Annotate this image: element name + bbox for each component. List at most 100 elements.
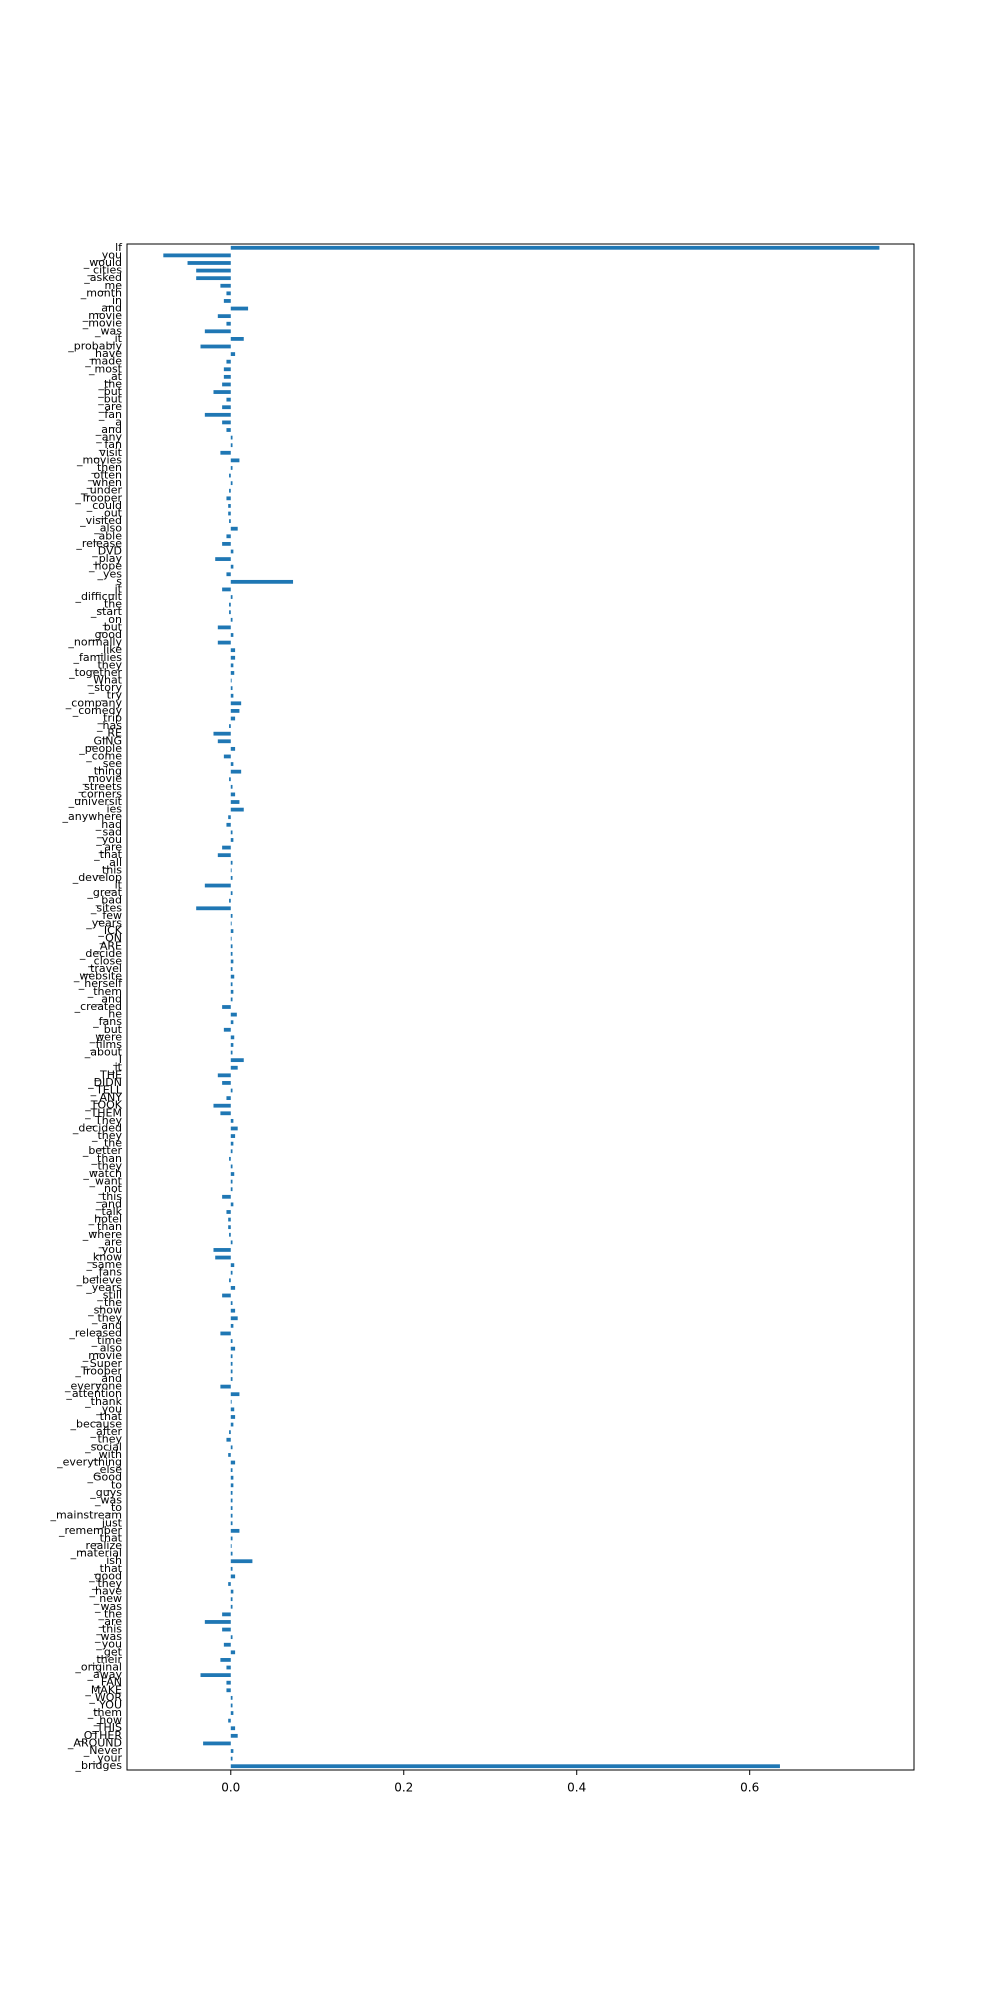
y-tick-label: _DVD: [91, 544, 122, 557]
bar: [230, 306, 249, 311]
y-tick-label: _they: [91, 1159, 123, 1172]
y-tick-label: _and: [95, 423, 122, 436]
y-tick-label: _asked: [83, 271, 122, 284]
y-tick-label: _at: [104, 370, 122, 383]
y-tick-label: _it: [108, 332, 123, 345]
bar: [230, 1141, 234, 1146]
bar: [229, 1278, 231, 1283]
y-tick-label: _fan: [98, 408, 122, 421]
bar: [217, 625, 231, 630]
y-tick-label: _than: [91, 1220, 123, 1233]
bar: [228, 1217, 231, 1222]
bar: [226, 428, 231, 432]
bar: [230, 1263, 235, 1268]
bar: [230, 337, 244, 341]
bar: [230, 655, 236, 660]
bar: [230, 1043, 234, 1047]
y-tick-label: _it: [108, 1061, 123, 1074]
bar: [230, 1301, 233, 1305]
y-tick-label: _FAN: [94, 1676, 122, 1689]
bar: [230, 1308, 236, 1313]
bar: [213, 390, 231, 394]
y-tick-label: _was: [94, 1600, 122, 1613]
bar: [229, 488, 231, 493]
y-tick-label: _you: [95, 248, 122, 261]
y-tick-label: _universit: [68, 795, 123, 808]
y-tick-label: _movies: [76, 453, 122, 466]
bar: [230, 1695, 233, 1700]
bar: [230, 663, 234, 668]
y-tick-label: _just: [95, 1516, 122, 1529]
bar: [229, 610, 231, 615]
y-tick-label: _THE: [94, 1068, 122, 1081]
y-tick-label: _story: [88, 681, 123, 694]
bar: [229, 898, 231, 903]
bar: [230, 800, 240, 804]
bar: [220, 450, 231, 455]
y-tick-label: _Trooper: [74, 1364, 122, 1377]
y-tick-label: _mainstream: [49, 1509, 122, 1522]
y-tick-label: _difficult: [74, 590, 122, 603]
y-tick-label: _could: [86, 499, 122, 512]
bar: [230, 1323, 234, 1328]
bar: [230, 1354, 233, 1359]
bar: [230, 352, 236, 356]
y-tick-label: _THEM: [84, 1106, 122, 1119]
bar: [230, 784, 233, 789]
bar: [230, 1240, 233, 1245]
bar: [230, 671, 235, 675]
y-tick-label: _was: [94, 1630, 122, 1643]
y-tick-label: _great: [86, 886, 122, 899]
y-tick-label: _fans: [92, 1266, 122, 1279]
bar: [217, 739, 231, 744]
bar: [230, 443, 233, 448]
y-tick-label: _to: [104, 1501, 122, 1514]
y-tick-label: _anywhere: [61, 810, 122, 823]
bar: [230, 762, 234, 766]
bar: [223, 299, 231, 303]
y-tick-label: _this: [95, 863, 122, 876]
y-tick-label: _TOOK: [84, 1099, 123, 1112]
bar: [230, 1407, 235, 1412]
bar: [230, 1506, 233, 1510]
bar: [230, 1126, 238, 1131]
bar: [226, 534, 231, 539]
y-tick-label: _come: [85, 749, 122, 762]
y-tick-label: _it: [108, 582, 123, 595]
bar: [217, 1073, 231, 1078]
y-tick-label: _I: [112, 1053, 122, 1066]
y-tick-label: _start: [90, 605, 123, 618]
y-tick-label: _about: [84, 1046, 123, 1059]
bar: [230, 1559, 253, 1564]
y-tick-label: _have: [89, 347, 123, 360]
bar: [230, 929, 234, 933]
bar: [230, 1118, 234, 1123]
bar: [213, 1248, 231, 1252]
bar: [230, 1733, 238, 1738]
bar: [230, 1035, 235, 1040]
y-tick-label: _watch: [82, 1167, 122, 1180]
y-tick-label: _out: [97, 507, 122, 520]
y-tick-label: _ICK: [97, 924, 122, 937]
bar: [217, 640, 231, 645]
y-tick-label: _What: [87, 674, 123, 687]
y-tick-label: _all: [103, 856, 122, 869]
bar: [226, 572, 231, 577]
bar: [230, 1187, 233, 1192]
y-tick-label: _would: [83, 256, 122, 269]
bar: [230, 1490, 233, 1495]
y-tick-label: _attention: [65, 1387, 122, 1400]
y-tick-label: _fans: [92, 1015, 122, 1028]
y-tick-label: _away: [87, 1668, 123, 1681]
bar: [230, 974, 235, 979]
y-tick-label: _ON: [99, 932, 122, 945]
y-tick-label: _thing: [87, 765, 122, 778]
y-tick-label: _develop: [72, 871, 122, 884]
bar: [229, 777, 231, 782]
y-tick-label: _travel: [84, 962, 122, 975]
bar: [230, 245, 880, 250]
bar: [230, 1544, 232, 1548]
y-tick-label: _believe: [76, 1273, 123, 1286]
y-tick-label: _they: [91, 1311, 123, 1324]
bar: [204, 329, 231, 334]
